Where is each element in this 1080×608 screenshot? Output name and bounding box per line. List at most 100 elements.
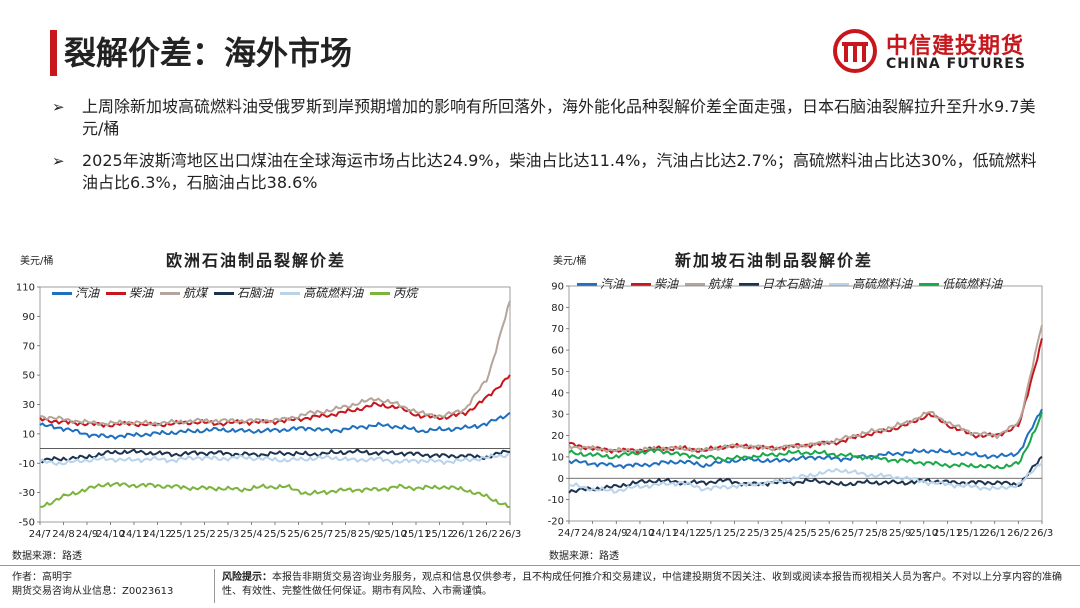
- chart-title: 欧洲石油制品裂解价差: [166, 251, 347, 270]
- y-tick-label: -50: [19, 518, 35, 529]
- x-tick-label: 24/7: [558, 528, 580, 539]
- x-tick-label: 24/10: [96, 529, 125, 540]
- legend-swatch: [631, 283, 652, 286]
- legend-item: 高硫燃料油: [280, 284, 363, 301]
- x-tick-label: 24/7: [29, 529, 51, 540]
- x-tick-label: 25/1: [170, 529, 192, 540]
- legend-label: 石脑油: [237, 286, 274, 300]
- x-tick-label: 26/1: [983, 528, 1005, 539]
- y-tick-label: -20: [548, 517, 564, 528]
- legend-label: 日本石脑油: [762, 277, 823, 291]
- y-tick-label: 10: [551, 452, 564, 463]
- y-axis-unit: 美元/桶: [20, 256, 54, 267]
- legend-item: 日本石脑油: [739, 275, 822, 292]
- series-line: [568, 324, 1043, 454]
- legend-label: 航煤: [708, 277, 733, 291]
- x-tick-label: 25/2: [723, 528, 745, 539]
- risk-text: 本报告非期货交易咨询业务服务，观点和信息仅供参考，且不构成任何推介和交易建议，中…: [222, 572, 1062, 597]
- series-line: [568, 462, 1043, 494]
- x-tick-label: 25/10: [378, 529, 407, 540]
- chart-title: 新加坡石油制品裂解价差: [675, 251, 874, 270]
- singapore-crack-spread-chart: 美元/桶 新加坡石油制品裂解价差 汽油 柴油 航煤 日本石脑油 高硫燃料油 低硫燃料油 -…: [545, 240, 1065, 565]
- x-tick-label: 25/4: [240, 529, 262, 540]
- bullet-arrow-icon: ➢: [52, 98, 65, 116]
- data-source: 数据来源：路透: [549, 551, 619, 562]
- legend-item: 航煤: [160, 284, 207, 301]
- x-tick-label: 26/3: [499, 529, 521, 540]
- x-tick-label: 24/11: [649, 528, 678, 539]
- x-tick-label: 25/6: [287, 529, 309, 540]
- x-tick-label: 25/5: [264, 529, 286, 540]
- y-tick-label: 110: [16, 283, 35, 294]
- footer-separator: [214, 569, 215, 603]
- legend-item: 汽油: [52, 284, 99, 301]
- chart-legend: 汽油 柴油 航煤 石脑油 高硫燃料油 丙烷: [52, 284, 424, 301]
- bullet-item: ➢ 上周除新加坡高硫燃料油受俄罗斯到岸预期增加的影响有所回落外，海外能化品种裂解…: [52, 96, 1052, 140]
- x-tick-label: 25/11: [933, 528, 962, 539]
- x-tick-label: 25/12: [425, 529, 454, 540]
- x-tick-label: 24/10: [626, 528, 655, 539]
- legend-item: 航煤: [685, 275, 732, 292]
- legend-label: 高硫燃料油: [303, 286, 364, 300]
- legend-swatch: [214, 292, 235, 295]
- citic-logo-icon: [833, 29, 877, 73]
- data-source: 数据来源：路透: [12, 551, 82, 562]
- legend-item: 高硫燃料油: [829, 275, 912, 292]
- legend-swatch: [829, 283, 850, 286]
- risk-label: 风险提示：: [222, 572, 272, 583]
- legend-item: 柴油: [631, 275, 678, 292]
- legend-swatch: [280, 292, 301, 295]
- legend-label: 低硫燃料油: [942, 277, 1003, 291]
- legend-swatch: [577, 283, 597, 286]
- bullet-item: ➢ 2025年波斯湾地区出口煤油在全球海运市场占比达24.9%，柴油占比达11.…: [52, 150, 1052, 194]
- y-tick-label: 40: [551, 388, 564, 399]
- legend-swatch: [106, 292, 127, 295]
- legend-swatch: [370, 292, 391, 295]
- y-tick-label: 10: [22, 429, 35, 440]
- series-line: [568, 411, 1043, 470]
- x-tick-label: 24/9: [76, 529, 98, 540]
- legend-label: 柴油: [654, 277, 679, 291]
- x-tick-label: 25/4: [771, 528, 793, 539]
- bullet-list: ➢ 上周除新加坡高硫燃料油受俄罗斯到岸预期增加的影响有所回落外，海外能化品种裂解…: [52, 96, 1052, 204]
- x-tick-label: 25/11: [402, 529, 431, 540]
- x-tick-label: 25/7: [842, 528, 864, 539]
- legend-swatch: [52, 292, 72, 295]
- logo-chinese-name: 中信建投期货: [886, 34, 1025, 59]
- series-line: [39, 300, 511, 427]
- series-line: [568, 455, 1043, 494]
- x-tick-label: 24/8: [52, 529, 74, 540]
- logo-english-name: CHINA FUTURES: [886, 56, 1026, 72]
- x-tick-label: 26/2: [475, 529, 497, 540]
- y-tick-label: 70: [551, 324, 564, 335]
- y-tick-label: -10: [19, 459, 35, 470]
- bullet-text: 2025年波斯湾地区出口煤油在全球海运市场占比达24.9%，柴油占比达11.4%…: [82, 151, 1037, 192]
- series-line: [39, 412, 511, 440]
- footer-author-info: 作者：高明宇 期货交易咨询从业信息：Z0023613: [12, 571, 173, 599]
- legend-swatch: [919, 283, 940, 286]
- y-tick-label: -30: [19, 488, 35, 499]
- y-axis-unit: 美元/桶: [553, 256, 587, 267]
- license-number: 期货交易咨询从业信息：Z0023613: [12, 586, 174, 597]
- legend-item: 丙烷: [370, 284, 417, 301]
- y-tick-label: 0: [558, 474, 564, 485]
- y-tick-label: 80: [551, 303, 564, 314]
- bullet-arrow-icon: ➢: [52, 152, 65, 170]
- x-tick-label: 25/9: [889, 528, 911, 539]
- title-accent-bar: [50, 30, 57, 76]
- legend-label: 丙烷: [393, 286, 418, 300]
- x-tick-label: 25/7: [311, 529, 333, 540]
- x-tick-label: 25/1: [700, 528, 722, 539]
- legend-item: 低硫燃料油: [919, 275, 1002, 292]
- legend-item: 石脑油: [214, 284, 273, 301]
- x-tick-label: 25/3: [747, 528, 769, 539]
- y-tick-label: 90: [551, 282, 564, 293]
- y-tick-label: 60: [551, 346, 564, 357]
- footer-divider: [0, 565, 1080, 566]
- legend-item: 柴油: [106, 284, 153, 301]
- y-tick-label: 20: [551, 431, 564, 442]
- series-line: [39, 374, 511, 428]
- europe-crack-spread-chart: 美元/桶 欧洲石油制品裂解价差 汽油 柴油 航煤 石脑油 高硫燃料油 丙烷 -50 -30 -…: [8, 240, 528, 565]
- x-tick-label: 24/12: [143, 529, 172, 540]
